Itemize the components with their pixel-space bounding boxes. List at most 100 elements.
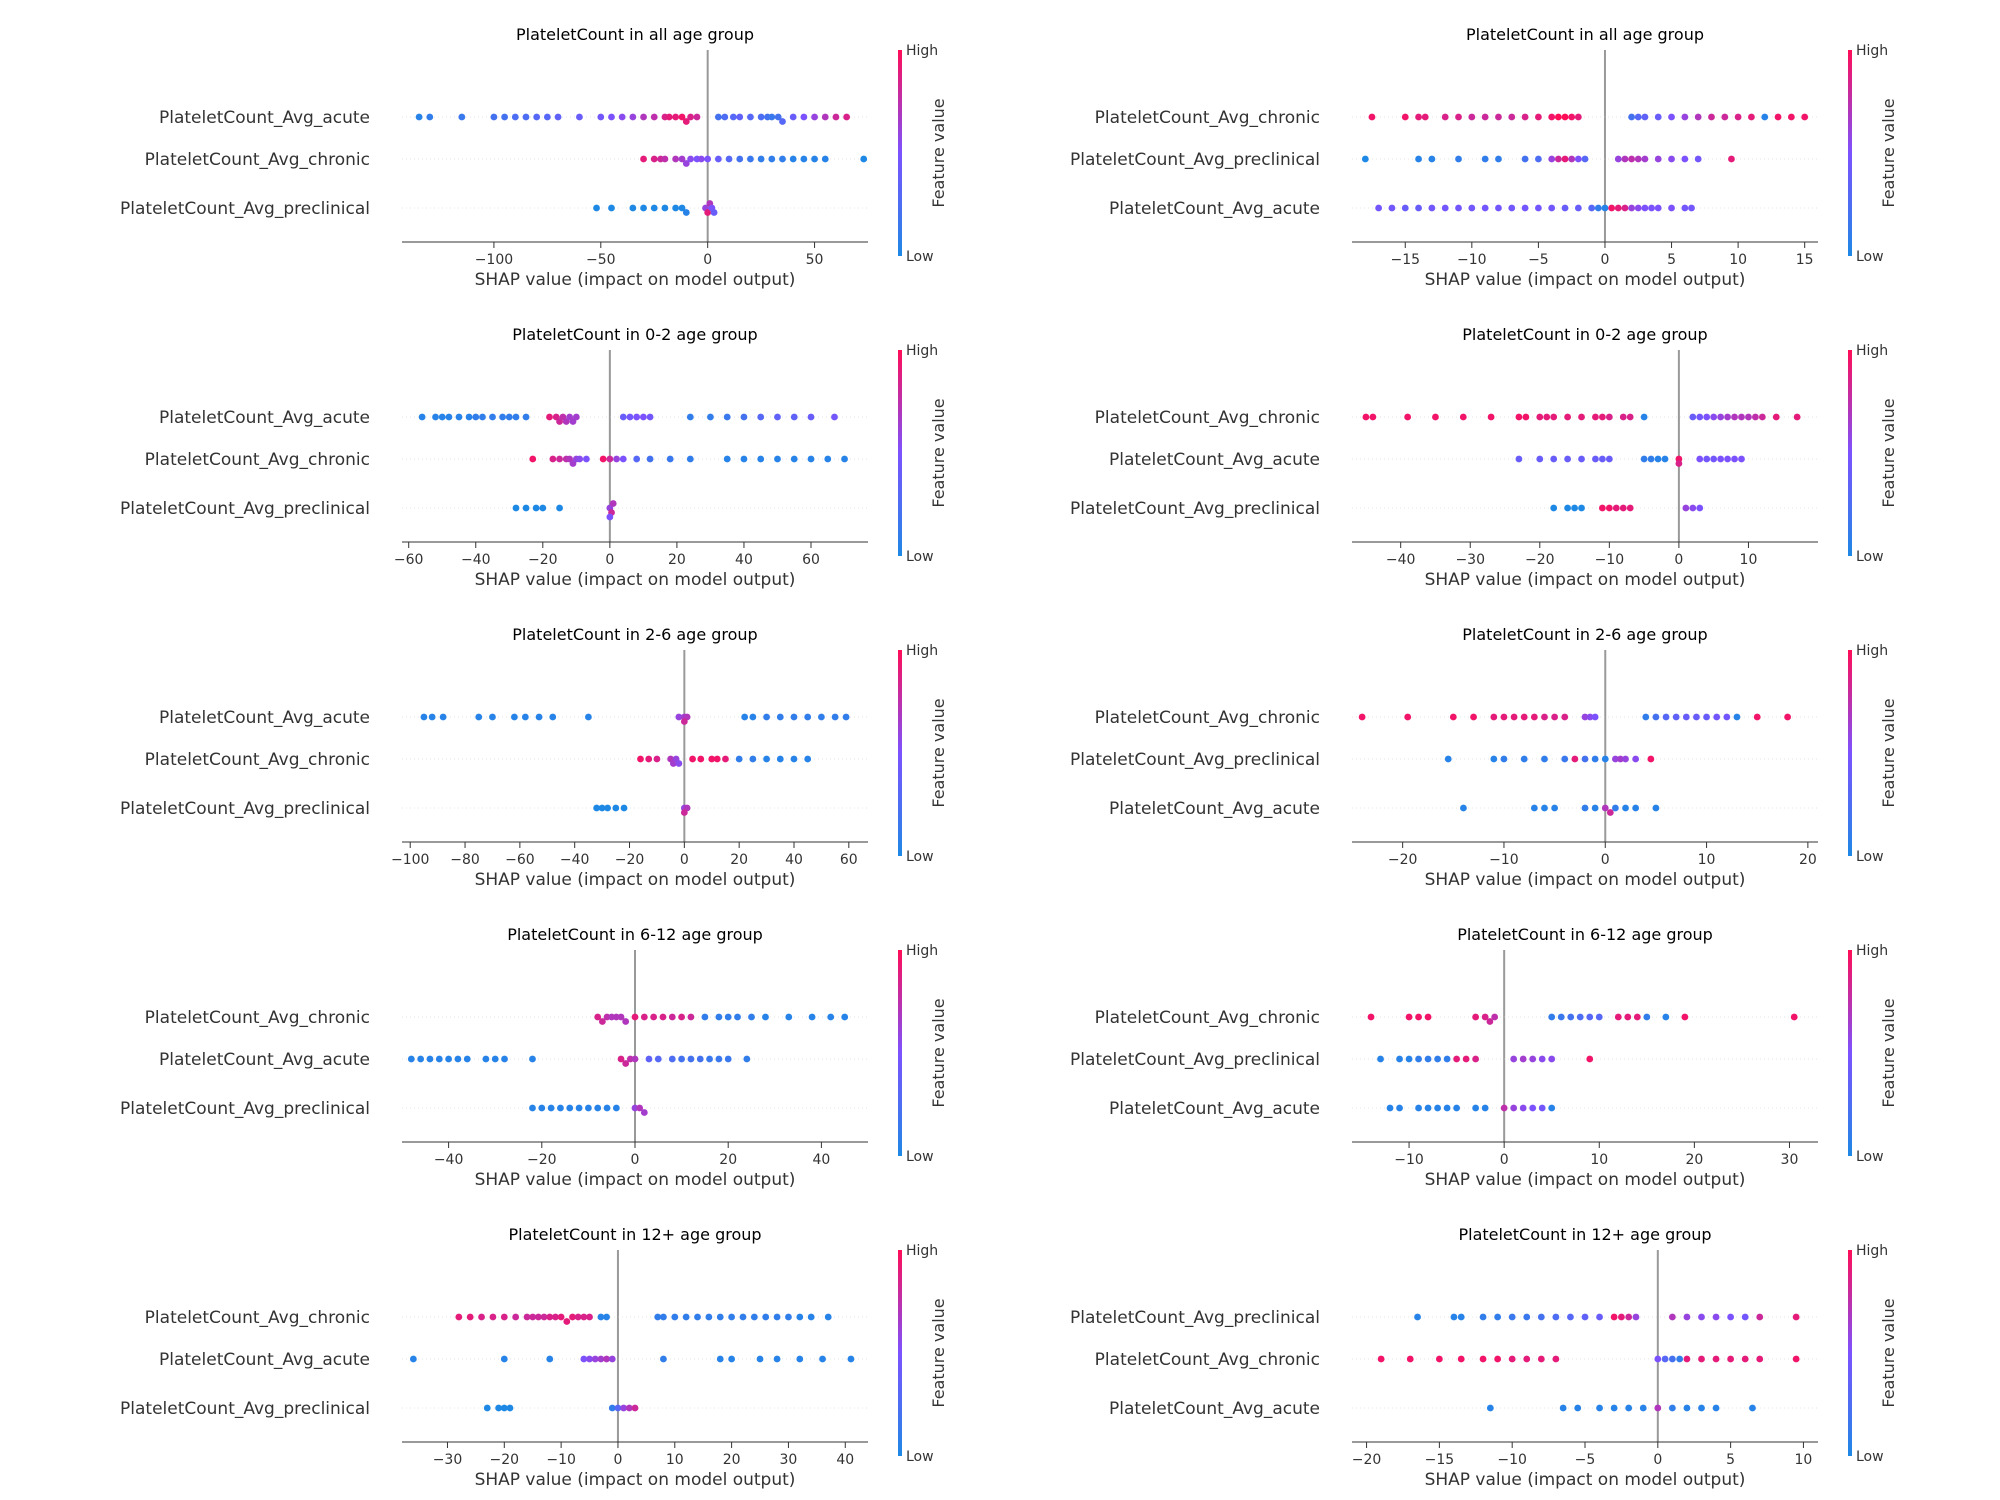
shap-point	[1494, 1313, 1502, 1321]
shap-point	[671, 1313, 679, 1321]
shap-point	[1586, 1013, 1594, 1021]
colorbar-low-label: Low	[906, 1149, 934, 1165]
shap-point	[1404, 413, 1412, 421]
shap-point	[1698, 1404, 1705, 1412]
panel-title: PlateletCount in 6-12 age group	[507, 925, 763, 944]
shap-point	[552, 1313, 559, 1321]
shap-point	[591, 1355, 599, 1363]
x-tick-label: 20	[723, 1452, 741, 1468]
shap-point	[640, 113, 647, 121]
shap-point	[1668, 1355, 1676, 1363]
shap-point	[1535, 204, 1542, 212]
shap-point	[458, 113, 466, 121]
shap-point	[1610, 1404, 1618, 1412]
shap-point	[622, 1060, 630, 1067]
shap-point	[535, 713, 543, 721]
shap-point	[1481, 155, 1489, 163]
shap-point	[776, 755, 784, 763]
shap-point	[557, 1313, 565, 1321]
shap-point	[715, 1013, 723, 1021]
shap-point	[1541, 755, 1548, 763]
shap-point	[640, 204, 647, 212]
shap-point	[1633, 1013, 1641, 1021]
shap-point	[748, 1013, 755, 1021]
colorbar	[1848, 950, 1852, 1156]
shap-point	[1377, 1355, 1385, 1363]
shap-point	[597, 1355, 605, 1363]
shap-point	[479, 413, 486, 421]
shap-point	[1598, 455, 1606, 463]
shap-point	[1494, 1355, 1502, 1363]
feature-label: PlateletCount_Avg_acute	[1109, 799, 1320, 819]
shap-point	[1522, 413, 1530, 421]
shap-point	[1424, 1013, 1432, 1021]
shap-point	[1632, 804, 1640, 812]
shap-point	[1581, 155, 1589, 163]
shap-point	[495, 1404, 503, 1412]
shap-point	[1459, 413, 1467, 421]
feature-label: PlateletCount_Avg_preclinical	[120, 1099, 370, 1119]
shap-point	[654, 1313, 662, 1321]
shap-point	[1468, 204, 1476, 212]
shap-point	[653, 755, 661, 763]
shap-point	[1377, 1055, 1384, 1063]
shap-point	[1592, 455, 1599, 463]
shap-point	[1703, 713, 1710, 721]
shap-point	[706, 1055, 713, 1063]
shap-point	[790, 455, 798, 463]
shap-point	[475, 713, 483, 721]
shap-point	[637, 755, 644, 763]
shap-point	[521, 713, 529, 721]
shap-point	[1548, 1013, 1556, 1021]
shap-point	[1481, 1013, 1489, 1021]
shap-point	[682, 209, 690, 216]
shap-point	[665, 113, 673, 121]
shap-point	[1648, 204, 1655, 212]
colorbar-high-label: High	[906, 343, 938, 359]
shap-point	[1696, 455, 1704, 463]
shap-point	[1696, 413, 1704, 421]
panel-title: PlateletCount in 12+ age group	[508, 1225, 761, 1244]
shap-point	[432, 413, 439, 421]
shap-point	[763, 713, 770, 721]
shap-point	[773, 1313, 781, 1321]
shap-point	[650, 1013, 658, 1021]
shap-point	[1661, 1355, 1669, 1363]
shap-point	[1608, 204, 1616, 212]
x-tick-label: −5	[1528, 252, 1549, 268]
shap-point	[650, 204, 658, 212]
shap-point	[1361, 155, 1369, 163]
shap-point	[505, 413, 513, 421]
shap-point	[804, 713, 812, 721]
shap-point	[1741, 1313, 1749, 1321]
shap-point	[529, 1313, 537, 1321]
shap-point	[1756, 1355, 1764, 1363]
shap-point	[678, 204, 686, 212]
shap-point	[455, 1313, 463, 1321]
shap-point	[1428, 155, 1436, 163]
shap-point	[1529, 1104, 1537, 1112]
shap-point	[1647, 755, 1655, 763]
shap-point	[1362, 413, 1370, 421]
shap-point	[1634, 113, 1642, 121]
shap-point	[639, 413, 647, 421]
shap-point	[585, 1104, 592, 1112]
shap-point	[768, 155, 776, 163]
shap-point	[1543, 413, 1551, 421]
shap-point	[1632, 755, 1640, 763]
shap-point	[1626, 413, 1634, 421]
shap-point	[1479, 1313, 1487, 1321]
shap-point	[546, 1355, 554, 1363]
shap-point	[1541, 804, 1548, 812]
shap-point	[1574, 1404, 1582, 1412]
shap-point	[1432, 413, 1439, 421]
shap-point	[661, 155, 669, 163]
shap-point	[1472, 1104, 1480, 1112]
shap-point	[1510, 1104, 1518, 1112]
shap-point	[818, 713, 825, 721]
shap-point	[789, 113, 797, 121]
x-tick-label: 15	[1796, 252, 1814, 268]
shap-point	[1792, 1355, 1800, 1363]
shap-point	[714, 155, 722, 163]
shap-point	[1689, 504, 1697, 512]
